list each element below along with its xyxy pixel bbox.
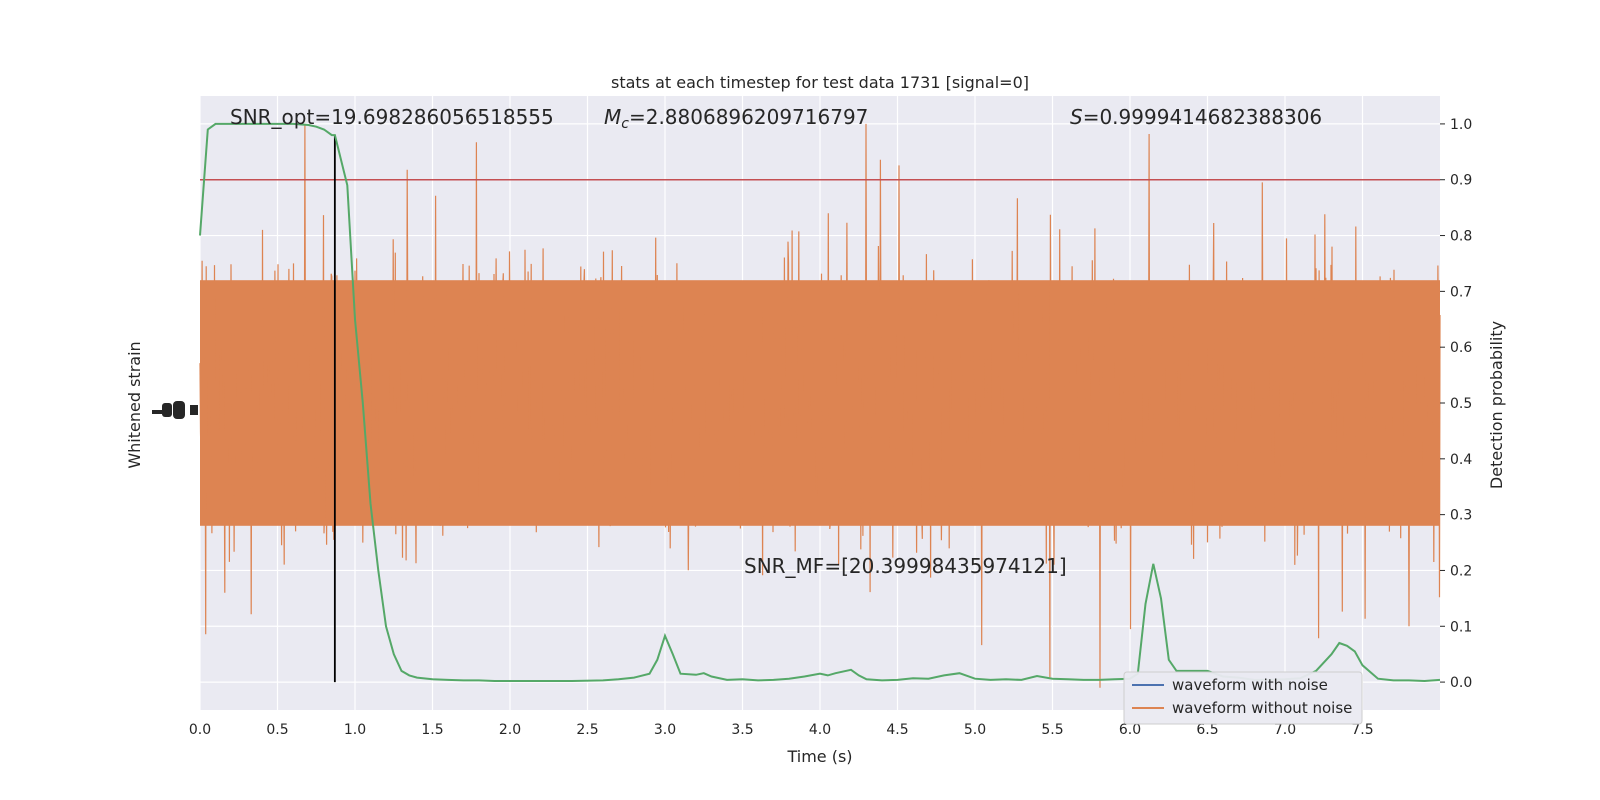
x-tick-label: 4.5 xyxy=(886,722,908,738)
x-tick-label: 1.0 xyxy=(344,722,366,738)
chart-title: stats at each timestep for test data 173… xyxy=(611,73,1029,92)
y-tick-label: 0.1 xyxy=(1450,619,1472,635)
waveform-without-noise-series xyxy=(199,123,1441,688)
left-axis-overlap-marks xyxy=(152,401,198,419)
y-tick-label: 1.0 xyxy=(1450,117,1472,133)
y-right-tick-labels: 0.0 0.1 0.2 0.3 0.4 0.5 0.6 0.7 0.8 0.9 1.0 xyxy=(1440,117,1472,691)
x-tick-label: 3.5 xyxy=(731,722,753,738)
y-tick-label: 0.4 xyxy=(1450,452,1472,468)
y-tick-label: 0.7 xyxy=(1450,284,1472,300)
x-tick-label: 6.5 xyxy=(1196,722,1218,738)
x-axis-label: Time (s) xyxy=(786,747,852,766)
x-tick-label: 0.5 xyxy=(266,722,288,738)
legend: waveform with noise waveform without noi… xyxy=(1123,671,1363,725)
x-tick-label: 2.5 xyxy=(576,722,598,738)
x-tick-labels: 0.0 0.5 1.0 1.5 2.0 2.5 3.0 3.5 4.0 4.5 5.0 5.5 6.0 6… xyxy=(189,722,1374,738)
s-annotation: S=0.9999414682388306 xyxy=(1070,105,1322,129)
y-right-axis-label: Detection probability xyxy=(1487,321,1506,489)
x-tick-label: 6.0 xyxy=(1119,722,1141,738)
chirp-mass-annotation: Mc=2.8806896209716797 xyxy=(604,105,868,132)
x-tick-label: 4.0 xyxy=(809,722,831,738)
x-tick-label: 3.0 xyxy=(654,722,676,738)
x-tick-label: 1.5 xyxy=(421,722,443,738)
y-tick-label: 0.8 xyxy=(1450,229,1472,245)
snr-mf-annotation: SNR_MF=[20.39998435974121] xyxy=(744,554,1067,578)
x-tick-label: 0.0 xyxy=(189,722,211,738)
y-tick-label: 0.0 xyxy=(1450,675,1472,691)
legend-label-with-noise: waveform with noise xyxy=(1172,676,1328,694)
legend-box xyxy=(1123,671,1363,725)
y-left-axis-label: Whitened strain xyxy=(125,341,144,468)
y-tick-label: 0.6 xyxy=(1450,340,1472,356)
x-tick-label: 5.5 xyxy=(1041,722,1063,738)
y-tick-label: 0.2 xyxy=(1450,563,1472,579)
snr-opt-annotation: SNR_opt=19.698286056518555 xyxy=(230,105,554,129)
y-tick-label: 0.9 xyxy=(1450,173,1472,189)
x-tick-label: 5.0 xyxy=(964,722,986,738)
x-tick-label: 2.0 xyxy=(499,722,521,738)
waveform-without-noise-line xyxy=(199,123,1441,688)
y-tick-label: 0.5 xyxy=(1450,396,1472,412)
legend-label-without-noise: waveform without noise xyxy=(1172,699,1352,717)
x-tick-label: 7.5 xyxy=(1351,722,1373,738)
x-tick-label: 7.0 xyxy=(1274,722,1296,738)
y-tick-label: 0.3 xyxy=(1450,508,1472,524)
